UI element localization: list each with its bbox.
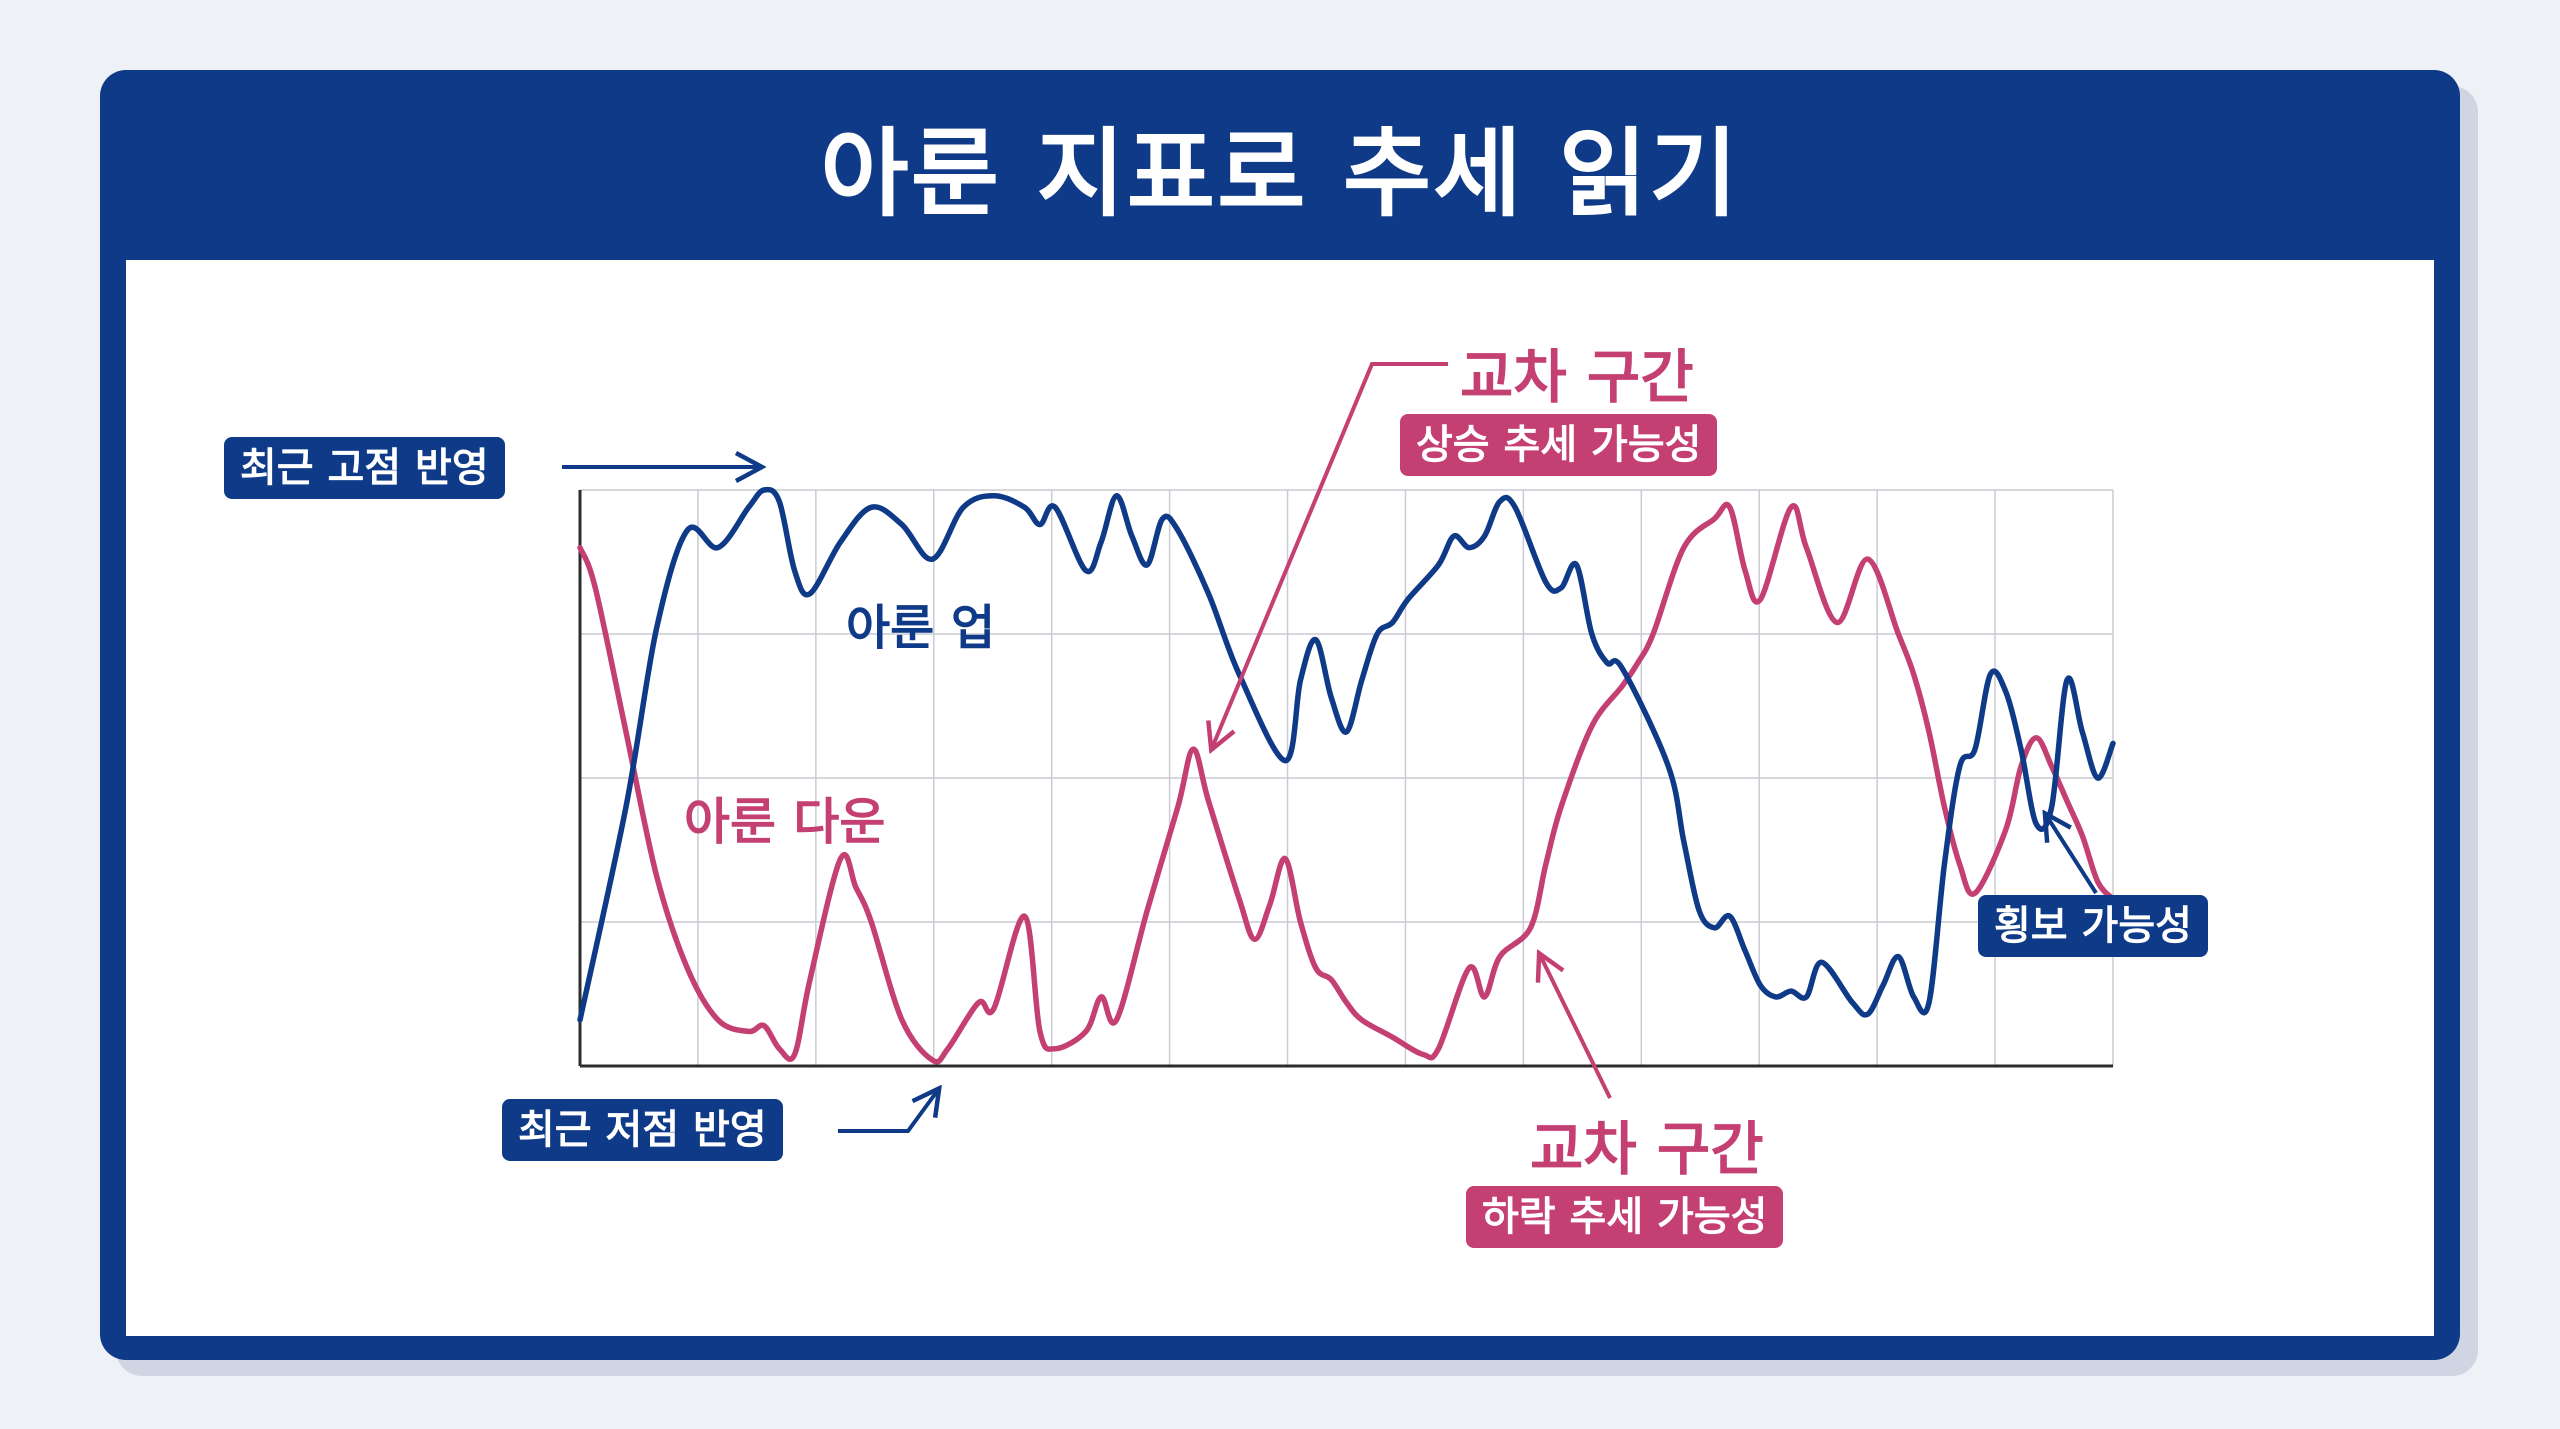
cross-down-title: 교차 구간 bbox=[1530, 1115, 1764, 1183]
chart-grid bbox=[580, 489, 2114, 1067]
recent-low-arrow bbox=[838, 1090, 938, 1133]
sideways-badge: 횡보 가능성 bbox=[1978, 895, 2208, 957]
sideways-arrow bbox=[2046, 815, 2098, 895]
page-title: 아룬 지표로 추세 읽기 bbox=[820, 117, 1740, 230]
aroon-down-line bbox=[577, 501, 2116, 1065]
recent-high-badge: 최근 고점 반영 bbox=[224, 437, 505, 499]
aroon-up-label: 아룬 업 bbox=[846, 600, 996, 656]
cross-up-arrow bbox=[1212, 362, 1448, 748]
cross-down-arrow bbox=[1540, 955, 1612, 1099]
recent-low-badge: 최근 저점 반영 bbox=[502, 1099, 783, 1161]
annotation-arrows bbox=[562, 362, 2098, 1133]
aroon-down-label: 아룬 다운 bbox=[684, 793, 886, 851]
chart-axes bbox=[578, 490, 2113, 1068]
aroon-up-line bbox=[577, 486, 2116, 1023]
cross-down-badge: 하락 추세 가능성 bbox=[1466, 1186, 1784, 1248]
chart-series bbox=[577, 486, 2116, 1065]
cross-up-badge: 상승 추세 가능성 bbox=[1400, 414, 1718, 476]
cross-up-title: 교차 구간 bbox=[1460, 343, 1694, 411]
